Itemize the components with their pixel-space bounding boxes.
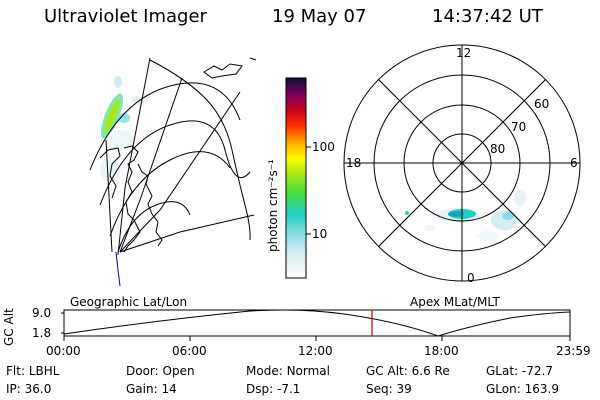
footer-door: Door: Open bbox=[126, 364, 195, 378]
colorbar-label-100: 100 bbox=[312, 140, 335, 154]
gc-alt-axis-title: GC Alt bbox=[2, 308, 16, 346]
gc-alt-max-label: 9.0 bbox=[32, 306, 52, 320]
coastline-1 bbox=[123, 145, 141, 253]
time-tick-1800: 18:00 bbox=[424, 344, 459, 358]
geo-arc-3 bbox=[99, 120, 251, 206]
polar-diagonal-2 bbox=[377, 78, 547, 248]
gc-alt-min-label: 1.8 bbox=[32, 326, 52, 340]
geo-meridian-3 bbox=[119, 91, 241, 253]
geo-emission-band bbox=[100, 76, 148, 182]
coastline-2 bbox=[137, 163, 163, 247]
instrument-title: Ultraviolet Imager bbox=[44, 6, 207, 27]
island-coastline bbox=[203, 63, 243, 79]
time-label: 14:37:42 UT bbox=[432, 6, 543, 27]
polar-emission bbox=[405, 190, 526, 241]
geo-meridian-2 bbox=[119, 77, 183, 253]
time-tick-2359: 23:59 bbox=[556, 344, 591, 358]
footer-gain: Gain: 14 bbox=[126, 382, 177, 396]
lat-label-80: 80 bbox=[490, 142, 506, 156]
polar-plot bbox=[343, 44, 581, 282]
apex-label: Apex MLat/MLT bbox=[410, 295, 500, 309]
mlt-label-midnight: 0 bbox=[467, 271, 475, 285]
mlt-label-dusk: 18 bbox=[346, 156, 362, 170]
time-tick-0000: 00:00 bbox=[46, 344, 81, 358]
colorbar-units-label: photon cm⁻²s⁻¹ bbox=[266, 159, 280, 252]
coastline-fragment bbox=[249, 57, 256, 61]
footer-glat: GLat: -72.7 bbox=[486, 364, 553, 378]
footer-flt: Flt: LBHL bbox=[6, 364, 60, 378]
lat-label-70: 70 bbox=[511, 120, 527, 134]
mlt-label-dawn: 6 bbox=[570, 156, 578, 170]
altitude-curve bbox=[63, 309, 571, 337]
timeline-panel bbox=[61, 309, 571, 341]
colorbar-label-10: 10 bbox=[312, 227, 328, 241]
footer-dsp: Dsp: -7.1 bbox=[246, 382, 301, 396]
footer-mode: Mode: Normal bbox=[246, 364, 330, 378]
geographic-map bbox=[89, 57, 256, 287]
geo-arc-5 bbox=[117, 201, 191, 253]
coastline-3 bbox=[99, 147, 121, 199]
terminator-line bbox=[115, 251, 121, 287]
footer-ip: IP: 36.0 bbox=[6, 382, 52, 396]
geo-meridian-5 bbox=[105, 139, 113, 253]
footer-seq: Seq: 39 bbox=[366, 382, 412, 396]
colorbar bbox=[285, 77, 307, 279]
geo-meridian-1 bbox=[117, 57, 151, 256]
lat-label-60: 60 bbox=[534, 97, 550, 111]
footer-glon: GLon: 163.9 bbox=[486, 382, 559, 396]
time-tick-0600: 06:00 bbox=[172, 344, 207, 358]
time-tick-1200: 12:00 bbox=[298, 344, 333, 358]
timeline-frame bbox=[63, 309, 571, 337]
mlt-label-noon: 12 bbox=[456, 46, 472, 60]
geo-meridian-4 bbox=[119, 214, 255, 253]
geographic-label: Geographic Lat/Lon bbox=[70, 295, 188, 309]
footer-gc-alt: GC Alt: 6.6 Re bbox=[366, 364, 450, 378]
date-label: 19 May 07 bbox=[272, 6, 367, 27]
geo-arc-2 bbox=[89, 82, 241, 171]
